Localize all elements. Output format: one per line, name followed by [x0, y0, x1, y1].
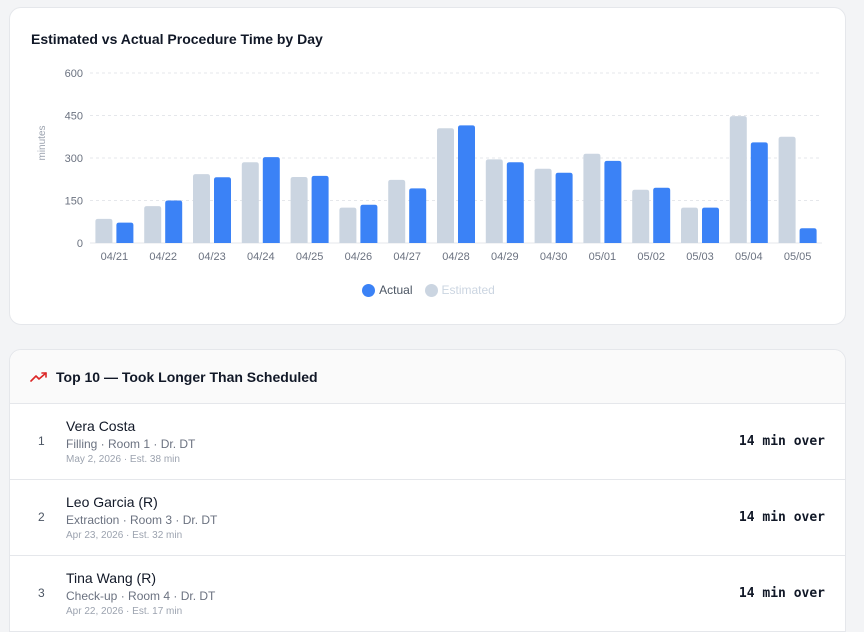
procedure-date-estimate: Apr 22, 2026 · Est. 17 min: [66, 606, 183, 617]
bar-actual: [653, 187, 671, 243]
top-overruns-title: Top 10 — Took Longer Than Scheduled: [56, 368, 318, 385]
bar-actual: [750, 142, 768, 243]
x-tick-label: 04/24: [247, 251, 275, 263]
bar-estimated: [95, 218, 113, 243]
y-tick-label: 300: [65, 153, 83, 165]
x-tick-label: 05/05: [784, 251, 812, 263]
bar-actual: [116, 222, 134, 243]
legend-label-actual: Actual: [379, 283, 413, 297]
procedure-details: Filling · Room 1 · Dr. DT: [66, 437, 196, 451]
bar-actual: [360, 204, 378, 243]
bar-actual: [262, 157, 280, 243]
bar-actual: [604, 160, 622, 243]
bar-actual: [506, 162, 524, 243]
bar-estimated: [681, 207, 698, 243]
bar-estimated: [485, 159, 503, 243]
x-tick-label: 04/21: [101, 251, 129, 263]
top-overruns-card: Top 10 — Took Longer Than Scheduled 1 Ve…: [9, 349, 846, 632]
bar-actual: [458, 125, 475, 243]
y-tick-label: 600: [65, 68, 83, 80]
bar-estimated: [534, 168, 552, 243]
x-tick-label: 04/30: [540, 251, 568, 263]
x-tick-label: 04/23: [198, 251, 226, 263]
procedure-details: Extraction · Room 3 · Dr. DT: [66, 513, 218, 527]
procedure-date-estimate: May 2, 2026 · Est. 38 min: [66, 454, 180, 465]
list-item[interactable]: 1 Vera Costa Filling · Room 1 · Dr. DT M…: [10, 404, 845, 480]
chart-card: Estimated vs Actual Procedure Time by Da…: [9, 7, 846, 325]
legend-item-actual[interactable]: Actual: [362, 283, 413, 297]
list-item-rank: 1: [38, 434, 45, 448]
bar-estimated: [778, 136, 796, 243]
y-tick-label: 450: [65, 111, 83, 123]
bar-estimated: [339, 207, 357, 243]
bar-estimated: [290, 176, 308, 243]
x-tick-label: 04/22: [149, 251, 177, 263]
y-axis-label: minutes: [37, 125, 48, 160]
bar-actual: [799, 228, 817, 243]
overrun-value: 14 min over: [738, 586, 825, 601]
patient-name: Tina Wang (R): [66, 570, 156, 586]
chart-title: Estimated vs Actual Procedure Time by Da…: [31, 31, 323, 47]
x-tick-label: 05/01: [589, 251, 617, 263]
x-tick-label: 05/02: [637, 251, 665, 263]
top-overruns-header: Top 10 — Took Longer Than Scheduled: [10, 350, 845, 404]
bar-chart: 0 150 300 450 600 minutes 04/21 04/22 04/23 04/24…: [37, 68, 822, 263]
legend-swatch-actual: [362, 283, 376, 297]
bar-actual: [311, 175, 329, 243]
patient-name: Vera Costa: [66, 418, 136, 434]
x-tick-label: 04/26: [345, 251, 373, 263]
x-tick-label: 04/29: [491, 251, 519, 263]
legend-swatch-estimated: [424, 283, 438, 297]
bar-estimated: [437, 128, 454, 243]
patient-name: Leo Garcia (R): [66, 494, 158, 510]
y-tick-label: 0: [77, 238, 83, 250]
bar-estimated: [632, 189, 650, 243]
x-tick-label: 04/25: [296, 251, 324, 263]
list-item-rank: 2: [38, 510, 45, 524]
legend-item-estimated[interactable]: Estimated: [424, 283, 495, 297]
list-item[interactable]: 3 Tina Wang (R) Check-up · Room 4 · Dr. …: [10, 556, 845, 632]
bar-estimated: [583, 153, 601, 243]
x-tick-label: 04/27: [393, 251, 421, 263]
overrun-value: 14 min over: [738, 510, 825, 525]
bar-estimated: [144, 206, 162, 243]
x-tick-label: 05/03: [686, 251, 714, 263]
procedure-date-estimate: Apr 23, 2026 · Est. 32 min: [66, 530, 183, 541]
bar-actual: [214, 177, 231, 243]
x-tick-label: 05/04: [735, 251, 763, 263]
chart-legend: Actual Estimated: [10, 283, 847, 297]
procedure-details: Check-up · Room 4 · Dr. DT: [66, 589, 216, 603]
overrun-value: 14 min over: [738, 434, 825, 449]
bar-estimated: [241, 162, 259, 243]
y-tick-label: 150: [65, 196, 83, 208]
x-tick-label: 04/28: [442, 251, 470, 263]
bar-actual: [165, 200, 183, 243]
bar-actual: [555, 172, 573, 243]
list-item[interactable]: 2 Leo Garcia (R) Extraction · Room 3 · D…: [10, 480, 845, 556]
bar-estimated: [193, 174, 210, 243]
bar-estimated: [729, 116, 747, 243]
trending-up-icon: [30, 371, 47, 382]
legend-label-estimated: Estimated: [441, 283, 495, 297]
bar-actual: [702, 207, 719, 243]
bar-estimated: [388, 179, 406, 243]
list-item-rank: 3: [38, 586, 45, 600]
bar-actual: [409, 188, 427, 243]
